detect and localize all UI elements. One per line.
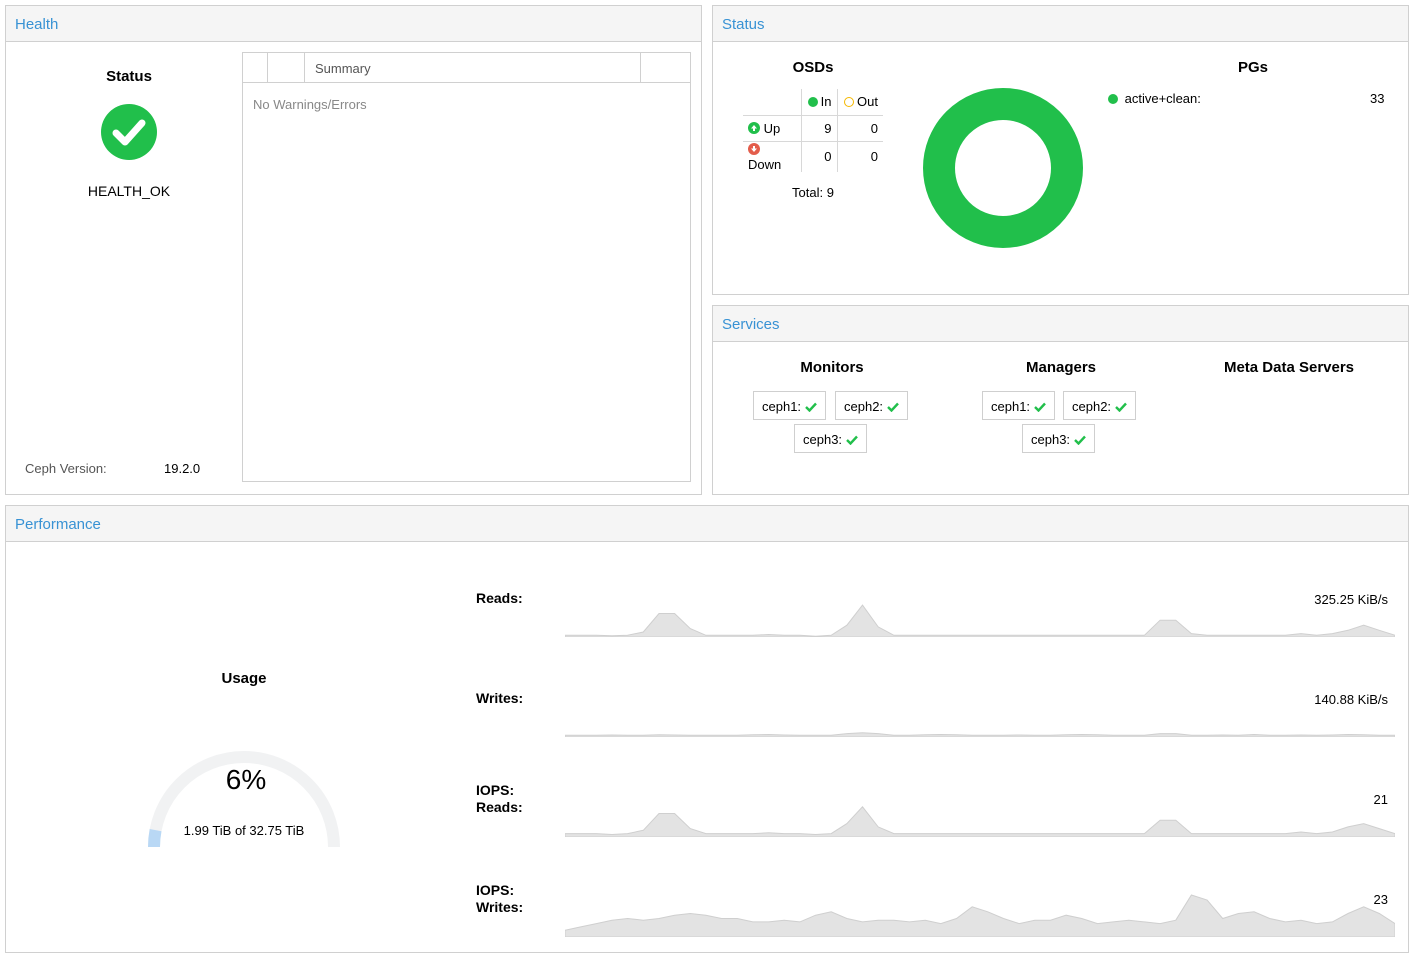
- out-ring-icon: [844, 97, 855, 108]
- check-icon: [887, 402, 899, 412]
- monitor-badge[interactable]: ceph1:: [753, 391, 827, 420]
- iops-reads-label: IOPS: Reads:: [476, 782, 523, 815]
- in-dot-icon: [807, 97, 818, 108]
- manager-badge[interactable]: ceph2:: [1063, 391, 1137, 420]
- reads-label: Reads:: [476, 590, 523, 606]
- pg-legend-item[interactable]: active+clean:: [1108, 91, 1201, 106]
- writes-label: Writes:: [476, 690, 524, 706]
- osd-down-out-value: 0: [836, 141, 883, 172]
- grid-col-severity[interactable]: [268, 53, 305, 82]
- writes-value: 140.88 KiB/s: [1314, 692, 1388, 707]
- grid-col-actions[interactable]: [641, 53, 690, 82]
- pg-donut-ring: [923, 88, 1083, 248]
- reads-sparkline[interactable]: [565, 593, 1395, 637]
- monitor-badge[interactable]: ceph2:: [835, 391, 909, 420]
- osd-row-down: Down 0 0: [743, 141, 883, 172]
- usage-detail: 1.99 TiB of 32.75 TiB: [183, 823, 305, 838]
- osd-up-in-value: 9: [800, 115, 837, 142]
- grid-col-summary[interactable]: Summary: [305, 53, 641, 82]
- performance-panel-header: Performance: [6, 506, 1408, 542]
- health-warnings-grid[interactable]: Summary No Warnings/Errors: [242, 52, 691, 482]
- monitor-badge[interactable]: ceph3:: [794, 424, 868, 453]
- performance-panel-body: Usage 6% 1.99 TiB of 32.75 TiB Reads: 32…: [6, 542, 1408, 952]
- osd-row-down-label: Down: [743, 141, 801, 172]
- iops-writes-value: 23: [1373, 892, 1388, 907]
- health-status-title: Status: [106, 68, 152, 85]
- pg-active-clean-dot-icon: [1108, 94, 1118, 104]
- reads-sparkline-area: [565, 604, 1395, 637]
- manager-badge[interactable]: ceph1:: [982, 391, 1056, 420]
- osd-col-out: Out: [836, 89, 883, 116]
- osd-row-up: Up 9 0: [743, 115, 883, 142]
- check-icon: [1074, 435, 1086, 445]
- health-panel-body: Status HEALTH_OK Ceph Version: 19.2.0 Su…: [6, 42, 701, 494]
- health-status-text: HEALTH_OK: [87, 183, 171, 199]
- ceph-version-label: Ceph Version:: [25, 461, 107, 476]
- health-ok-icon: [101, 104, 157, 160]
- iops-reads-sparkline-area: [565, 806, 1395, 837]
- iops-reads-sparkline[interactable]: [565, 793, 1395, 837]
- reads-value: 325.25 KiB/s: [1314, 592, 1388, 607]
- grid-empty-text: No Warnings/Errors: [253, 97, 367, 112]
- iops-writes-label: IOPS: Writes:: [476, 882, 524, 915]
- health-panel-header: Health: [6, 6, 701, 42]
- usage-gauge-track: [148, 751, 340, 848]
- iops-writes-sparkline[interactable]: [565, 893, 1395, 937]
- check-icon: [1115, 402, 1127, 412]
- osd-row-up-label: Up: [743, 115, 801, 142]
- services-panel-body: Monitors Managers Meta Data Servers ceph…: [713, 342, 1408, 494]
- managers-title: Managers: [1025, 359, 1097, 376]
- pgs-title: PGs: [1237, 59, 1268, 76]
- grid-header: Summary: [243, 53, 690, 83]
- iops-writes-sparkline-area: [565, 894, 1395, 937]
- ceph-version-value: 19.2.0: [164, 461, 201, 476]
- monitors-title: Monitors: [800, 359, 864, 376]
- pg-legend-count: 33: [1370, 91, 1385, 106]
- services-panel: Services Monitors Managers Meta Data Ser…: [712, 305, 1409, 495]
- writes-sparkline[interactable]: [565, 693, 1395, 737]
- performance-panel: Performance Usage 6% 1.99 TiB of 32.75 T…: [5, 505, 1409, 953]
- pg-donut-chart[interactable]: [923, 88, 1083, 248]
- health-panel: Health Status HEALTH_OK Ceph Version: 19…: [5, 5, 702, 495]
- usage-title: Usage: [221, 670, 267, 687]
- status-panel-header: Status: [713, 6, 1408, 42]
- osds-title: OSDs: [792, 59, 834, 76]
- osd-total: Total: 9: [792, 185, 834, 200]
- check-icon: [805, 402, 817, 412]
- grid-col-expander[interactable]: [243, 53, 268, 82]
- services-panel-header: Services: [713, 306, 1408, 342]
- osd-down-in-value: 0: [800, 141, 837, 172]
- usage-gauge-fill: [147, 829, 162, 848]
- osd-col-in: In: [800, 89, 837, 116]
- check-icon: [846, 435, 858, 445]
- osd-up-out-value: 0: [836, 115, 883, 142]
- iops-reads-value: 21: [1373, 792, 1388, 807]
- mds-title: Meta Data Servers: [1223, 359, 1355, 376]
- arrow-down-circle-icon: [748, 142, 760, 155]
- writes-sparkline-area: [565, 732, 1395, 737]
- osd-table: In Out Up 9 0: [743, 89, 883, 172]
- status-panel-body: OSDs In Out Up 9: [713, 42, 1408, 294]
- osd-table-header-row: In Out: [743, 89, 883, 116]
- usage-percent: 6%: [225, 764, 267, 795]
- osd-table-corner: [743, 89, 801, 116]
- pg-legend-label: active+clean:: [1124, 91, 1201, 106]
- usage-gauge: [147, 751, 340, 848]
- check-icon: [1034, 402, 1046, 412]
- manager-badge[interactable]: ceph3:: [1022, 424, 1096, 453]
- status-panel: Status OSDs In Out Up: [712, 5, 1409, 295]
- arrow-up-circle-icon: [748, 121, 760, 134]
